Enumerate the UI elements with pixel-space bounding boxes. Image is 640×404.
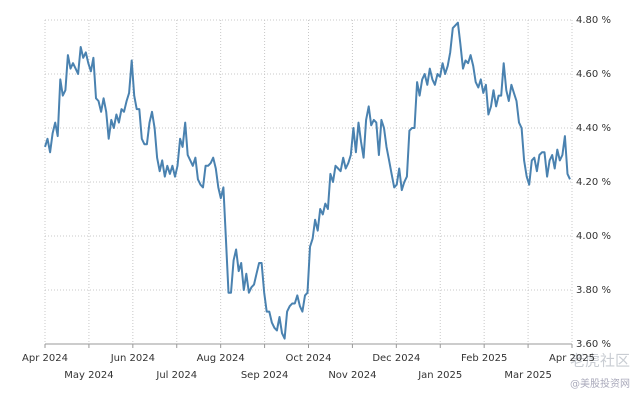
x-tick-label: Nov 2024	[328, 370, 376, 381]
x-tick-label: Apr 2024	[22, 353, 68, 364]
x-tick-label: Mar 2025	[504, 370, 552, 381]
watermark-sub: @美股投资网	[570, 377, 630, 390]
y-tick-label: 3.60 %	[576, 339, 611, 350]
x-tick-label: Sep 2024	[241, 370, 288, 381]
x-tick-label: Dec 2024	[372, 353, 420, 364]
y-tick-label: 3.80 %	[576, 285, 611, 296]
y-tick-label: 4.20 %	[576, 177, 611, 188]
y-tick-label: 4.60 %	[576, 69, 611, 80]
x-tick-label: May 2024	[64, 370, 113, 381]
x-tick-label: Feb 2025	[461, 353, 507, 364]
x-tick-label: Aug 2024	[197, 353, 245, 364]
x-tick-label: Jul 2024	[155, 370, 197, 381]
line	[44, 21, 571, 340]
watermark: 老虎社区	[570, 352, 630, 370]
y-tick-label: 4.80 %	[576, 15, 611, 26]
x-tick-label: Oct 2024	[286, 353, 332, 364]
y-tick-label: 4.00 %	[576, 231, 611, 242]
x-tick-label: Jun 2024	[110, 353, 155, 364]
y-tick-label: 4.40 %	[576, 123, 611, 134]
x-tick-label: Jan 2025	[417, 370, 462, 381]
x-tick-label: Apr 2025	[549, 353, 595, 364]
